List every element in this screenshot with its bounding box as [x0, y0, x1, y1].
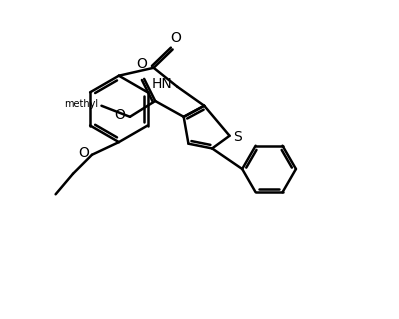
Text: S: S — [233, 130, 242, 145]
Text: HN: HN — [152, 77, 173, 91]
Text: O: O — [170, 31, 181, 45]
Text: O: O — [78, 146, 89, 160]
Text: O: O — [136, 57, 147, 71]
Text: O: O — [114, 108, 125, 122]
Text: methyl: methyl — [64, 99, 98, 109]
